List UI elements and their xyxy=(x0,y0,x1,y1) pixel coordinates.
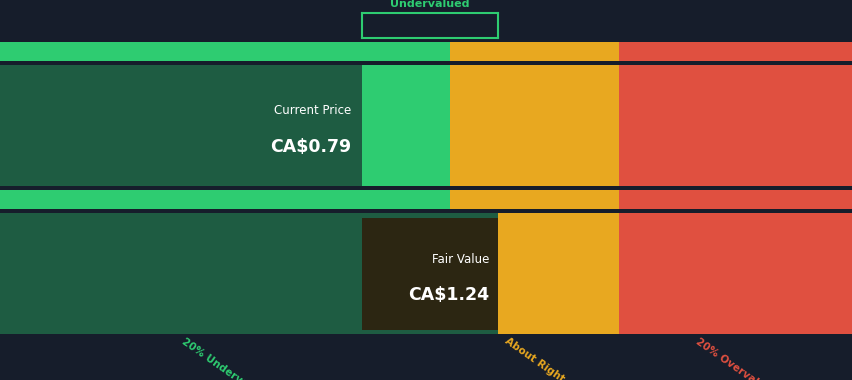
Text: CA$0.79: CA$0.79 xyxy=(270,138,351,156)
Bar xyxy=(449,42,619,61)
Bar xyxy=(0,190,449,209)
Bar xyxy=(619,65,852,186)
Bar xyxy=(0,65,361,186)
Bar xyxy=(0,65,449,186)
Bar xyxy=(449,65,619,186)
Bar xyxy=(0,42,449,61)
Bar xyxy=(449,213,619,334)
Bar xyxy=(619,213,852,334)
Bar xyxy=(0,213,498,334)
Bar xyxy=(0,213,449,334)
Text: Fair Value: Fair Value xyxy=(432,252,489,266)
Text: Current Price: Current Price xyxy=(273,104,351,117)
Text: About Right: About Right xyxy=(502,336,566,380)
Text: CA$1.24: CA$1.24 xyxy=(408,287,489,304)
Text: 20% Undervalued: 20% Undervalued xyxy=(179,336,270,380)
Text: 20% Overvalued: 20% Overvalued xyxy=(694,336,777,380)
Bar xyxy=(619,42,852,61)
Text: Undervalued: Undervalued xyxy=(389,0,469,9)
Bar xyxy=(361,218,498,329)
Bar xyxy=(619,190,852,209)
Bar xyxy=(449,190,619,209)
